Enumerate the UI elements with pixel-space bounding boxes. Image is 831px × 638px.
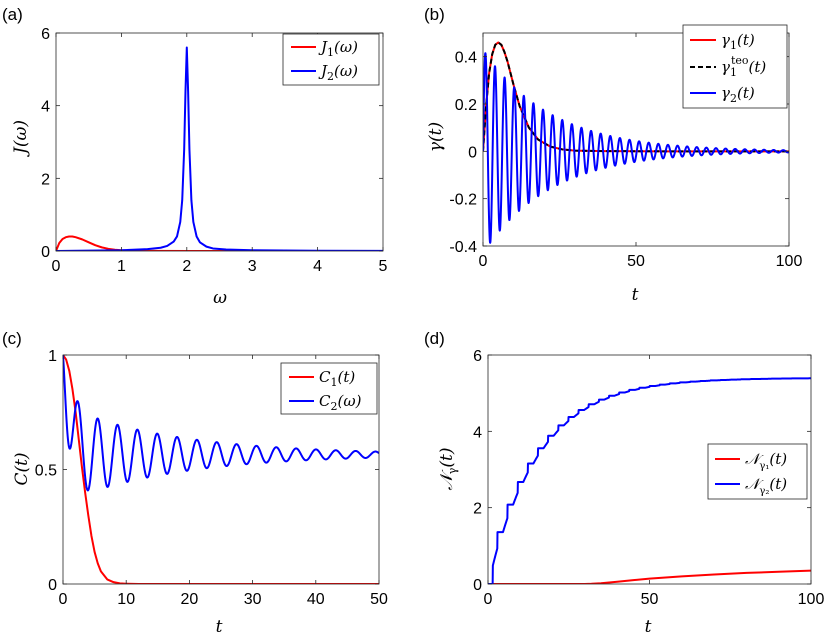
panel-c-ylabel: C(t) xyxy=(12,452,32,485)
panel-a-legend-box xyxy=(282,33,380,86)
panel-d: (d) t 𝒩γ(t) 0 50 100 0 2 4 6 𝒩γ₁(t) 𝒩γ₂(t) xyxy=(424,329,824,637)
panel-c-series-1-line xyxy=(63,355,379,584)
panel-c-xtick-label: 20 xyxy=(181,591,199,608)
panel-d-ytick-label: 0 xyxy=(473,577,482,594)
panel-d-xlabel: t xyxy=(645,617,652,637)
panel-b-legend: γ1(t) γ1teo(t) γ2(t) xyxy=(682,24,788,109)
panel-c-xtick-label: 50 xyxy=(370,591,388,608)
panel-b-ytick-label: -0.2 xyxy=(449,192,477,209)
panel-d-xtick-label: 50 xyxy=(641,591,659,608)
panel-a-xtick-label: 2 xyxy=(182,258,191,275)
panel-a-legend: J1(ω) J2(ω) xyxy=(282,33,380,86)
panel-a-axes-frame xyxy=(55,32,384,252)
panel-b-ytick-label: -0.4 xyxy=(449,239,477,256)
panel-a-xtick-label: 4 xyxy=(313,258,322,275)
panel-b-xtick-label: 50 xyxy=(627,253,645,270)
panel-d-ylabel: 𝒩γ(t) xyxy=(437,448,459,491)
panel-c-legend-box xyxy=(280,362,378,415)
panel-a-legend-j1: J1(ω) xyxy=(318,38,358,59)
panel-c-ytick-label: 0.5 xyxy=(35,463,57,480)
panel-a-xtick-label: 5 xyxy=(379,258,388,275)
panel-a-ytick-label: 2 xyxy=(41,171,50,188)
panel-a-series-2-line xyxy=(56,46,383,251)
panel-d-legend: 𝒩γ₁(t) 𝒩γ₂(t) xyxy=(707,443,808,500)
panel-a-xlabel: ω xyxy=(213,288,227,308)
panel-c-label: (c) xyxy=(2,329,22,348)
panel-b-legend-gamma2: γ2(t) xyxy=(721,84,755,105)
panel-c-xtick-label: 0 xyxy=(59,591,68,608)
panel-b-ytick-label: 0 xyxy=(468,144,477,161)
panel-c-ytick-label: 0 xyxy=(48,577,57,594)
panel-d-series-1-line xyxy=(488,569,811,584)
panel-c-series-2-line xyxy=(63,355,379,492)
panel-c-xlabel: t xyxy=(216,617,223,637)
panel-a-ytick-label: 6 xyxy=(41,26,50,43)
panel-d-ytick-label: 6 xyxy=(473,348,482,365)
panel-c-xtick-label: 30 xyxy=(244,591,262,608)
panel-b-xlabel: t xyxy=(632,285,639,305)
panel-d-legend-n2: 𝒩γ₂(t) xyxy=(745,475,787,497)
panel-c-ytick-label: 1 xyxy=(48,348,57,365)
panel-a-xtick-label: 1 xyxy=(117,258,126,275)
panel-c-legend-c1: C1(t) xyxy=(319,368,355,389)
panel-c-plot-area: 0 10 20 30 40 50 0 0.5 1 xyxy=(35,348,388,608)
panel-d-ytick-label: 4 xyxy=(473,424,482,441)
panel-c-xtick-label: 10 xyxy=(117,591,135,608)
panel-d-plot-area: 0 50 100 0 2 4 6 xyxy=(473,348,824,608)
panel-a-ytick-label: 4 xyxy=(41,99,50,116)
panel-c-legend-c2: C2(ω) xyxy=(319,392,362,413)
panel-a-plot-area: 0 1 2 3 4 5 0 2 4 6 xyxy=(41,26,387,275)
panel-b-label: (b) xyxy=(424,5,445,24)
panel-d-legend-n1: 𝒩γ₁(t) xyxy=(745,450,787,472)
panel-b-legend-gamma1: γ1(t) xyxy=(721,31,755,52)
panel-a-ytick-label: 0 xyxy=(41,244,50,261)
panel-b-ylabel: γ(t) xyxy=(426,122,446,152)
panel-a-ylabel: J(ω) xyxy=(11,120,31,157)
panel-a: (a) ω J(ω) 0 1 2 3 4 5 0 2 4 6 J1(ω) J2(ω) xyxy=(2,5,388,308)
panel-d-xtick-label: 100 xyxy=(798,591,825,608)
panel-a-legend-j2: J2(ω) xyxy=(318,62,358,83)
panel-b: (b) t γ(t) 0 50 100 -0.4 -0.2 0 0.2 0.4 γ1(t) γ… xyxy=(424,5,802,305)
panel-a-label: (a) xyxy=(2,5,23,24)
panel-c-xtick-label: 40 xyxy=(307,591,325,608)
panel-a-xtick-label: 3 xyxy=(248,258,257,275)
panel-b-xtick-label: 0 xyxy=(479,253,488,270)
panel-b-series-3-line xyxy=(483,52,789,244)
panel-c-legend: C1(t) C2(ω) xyxy=(280,362,378,415)
panel-d-xtick-label: 0 xyxy=(484,591,493,608)
panel-b-ytick-label: 0.2 xyxy=(455,97,477,114)
panel-a-xtick-label: 0 xyxy=(52,258,61,275)
panel-c: (c) t C(t) 0 10 20 30 40 50 0 0.5 1 C1(t) C2(ω) xyxy=(2,329,388,637)
panel-b-xtick-label: 100 xyxy=(776,253,803,270)
panel-b-plot-area: 0 50 100 -0.4 -0.2 0 0.2 0.4 xyxy=(449,32,803,270)
panel-d-series-2-line xyxy=(488,377,811,584)
panel-d-ytick-label: 2 xyxy=(473,501,482,518)
panel-b-ytick-label: 0.4 xyxy=(455,50,477,67)
panel-d-label: (d) xyxy=(424,329,445,348)
panel-d-legend-box xyxy=(707,443,808,500)
